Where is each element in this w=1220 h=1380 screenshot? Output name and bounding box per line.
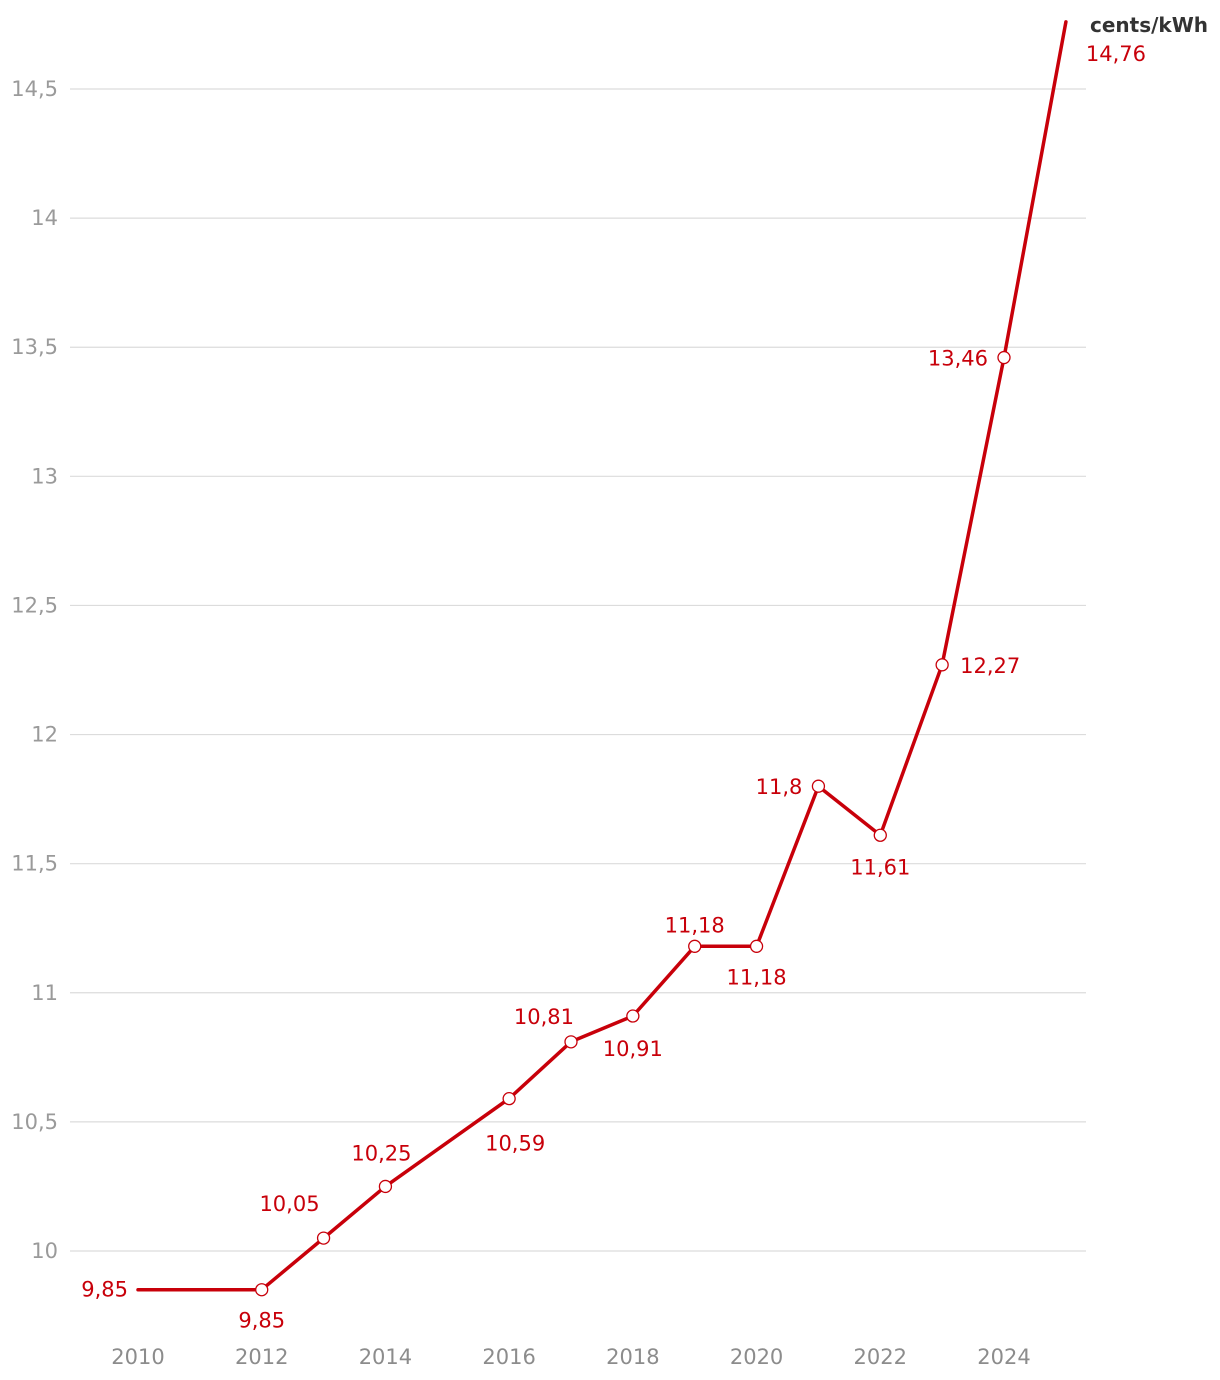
y-tick-label: 14 <box>31 206 58 230</box>
unit-label: cents/kWh <box>1090 13 1208 37</box>
data-point-2016 <box>502 1091 516 1106</box>
data-point-2019 <box>688 939 702 953</box>
data-point-2022 <box>873 828 887 842</box>
data-label-2014: 10,25 <box>351 1141 411 1165</box>
x-tick-label: 2020 <box>730 1345 783 1369</box>
data-point-2017 <box>564 1035 578 1049</box>
data-label-2018: 10,91 <box>603 1037 663 1061</box>
data-point-2014 <box>378 1179 393 1194</box>
x-tick-label: 2018 <box>606 1345 659 1369</box>
x-axis-ticks: 2010 2012 2014 2016 2018 2020 2022 2024 <box>111 1345 1030 1369</box>
x-tick-label: 2012 <box>235 1345 288 1369</box>
data-labels-layer: 9,85 10,05 10,25 10,59 10,81 10,91 11,18 11,18 1… <box>81 42 1146 1333</box>
y-tick-label: 10,5 <box>11 1110 58 1134</box>
data-label-2016: 10,59 <box>485 1132 545 1156</box>
data-point-2012 <box>255 1283 269 1297</box>
data-point-2024 <box>997 350 1011 365</box>
x-tick-label: 2022 <box>854 1345 907 1369</box>
y-tick-label: 13 <box>31 464 58 488</box>
points-layer <box>255 350 1011 1297</box>
data-label-2025: 14,76 <box>1086 42 1146 66</box>
data-label-2020: 11,18 <box>727 965 787 989</box>
x-tick-label: 2024 <box>977 1345 1030 1369</box>
data-point-2023 <box>935 658 949 672</box>
data-label-2022: 11,61 <box>850 855 910 879</box>
data-label-start: 9,85 <box>81 1278 128 1302</box>
data-point-2021 <box>811 779 826 793</box>
x-tick-label: 2014 <box>359 1345 412 1369</box>
data-label-2024: 13,46 <box>928 347 988 371</box>
data-point-2013 <box>316 1231 331 1245</box>
data-label-2023: 12,27 <box>960 654 1020 678</box>
grid-layer <box>70 88 1086 1252</box>
series-layer <box>136 20 1068 1292</box>
x-tick-label: 2016 <box>482 1345 535 1369</box>
series-line-0 <box>136 20 1068 1292</box>
data-point-2020 <box>749 939 764 953</box>
data-label-2012: 9,85 <box>238 1309 285 1333</box>
y-tick-label: 11,5 <box>11 852 58 876</box>
y-tick-label: 12 <box>31 723 58 747</box>
data-point-2018 <box>626 1009 640 1023</box>
data-label-2013: 10,05 <box>259 1192 319 1216</box>
data-label-2017: 10,81 <box>514 1005 574 1029</box>
y-tick-label: 10 <box>31 1239 58 1263</box>
data-label-2021: 11,8 <box>756 775 803 799</box>
y-tick-label: 13,5 <box>11 335 58 359</box>
y-tick-label: 12,5 <box>11 593 58 617</box>
y-tick-label: 14,5 <box>11 77 58 101</box>
y-tick-label: 11 <box>31 981 58 1005</box>
x-tick-label: 2010 <box>111 1345 164 1369</box>
y-axis-ticks: 10 10,5 11 11,5 12 12,5 13 13,5 14 14,5 <box>11 77 58 1263</box>
data-label-2019: 11,18 <box>665 913 725 937</box>
